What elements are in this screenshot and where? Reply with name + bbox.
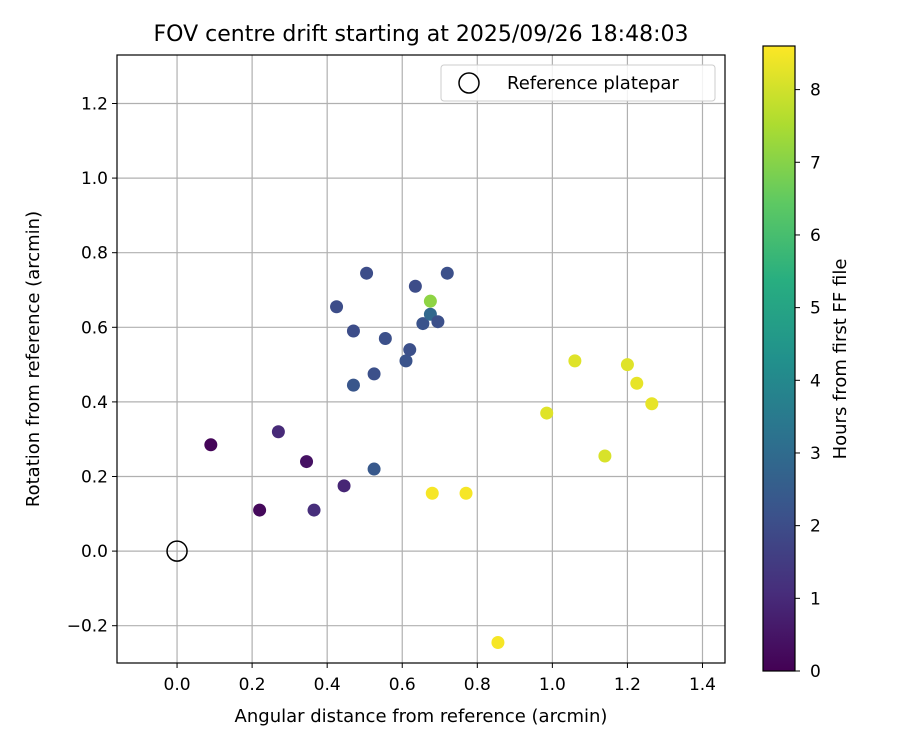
data-point [568, 354, 582, 368]
legend-box [440, 64, 716, 102]
data-point [425, 486, 439, 500]
y-tick-label: 0.2 [81, 467, 108, 487]
y-tick-label: 0.8 [81, 244, 108, 264]
data-point [408, 279, 422, 293]
colorbar [762, 45, 796, 672]
reference-platepar-marker [166, 540, 188, 562]
x-tick-label: 0.6 [389, 675, 416, 695]
data-point [645, 397, 659, 411]
plot-frame [116, 54, 726, 664]
y-tick-label: 1.0 [81, 169, 108, 189]
data-point [330, 300, 344, 314]
colorbar-tick-label: 2 [810, 517, 821, 537]
legend-reference-marker-icon [458, 72, 480, 94]
x-tick-label: 0.8 [464, 675, 491, 695]
data-point [346, 378, 360, 392]
y-tick-label: 0.0 [81, 542, 108, 562]
y-axis-ticks: −0.2 0.0 0.2 0.4 0.6 0.8 1.0 1.2 [67, 94, 117, 637]
data-point [253, 503, 267, 517]
colorbar-ticks: 0 1 2 3 4 5 6 7 8 [795, 81, 821, 682]
data-point [431, 315, 445, 329]
data-point [271, 425, 285, 439]
data-point [416, 317, 430, 331]
x-tick-label: 0.2 [239, 675, 266, 695]
grid [117, 55, 725, 663]
colorbar-tick-label: 4 [810, 371, 821, 391]
data-point [540, 406, 554, 420]
data-point [367, 367, 381, 381]
y-tick-label: 1.2 [81, 94, 108, 114]
data-point [440, 266, 454, 280]
colorbar-tick-label: 3 [810, 444, 821, 464]
chart-title: FOV centre drift starting at 2025/09/26 … [154, 22, 689, 47]
colorbar-tick-label: 7 [810, 153, 821, 173]
colorbar-label: Hours from first FF file [830, 259, 851, 460]
data-point [630, 376, 644, 390]
colorbar-tick-label: 1 [810, 589, 821, 609]
data-point [204, 438, 218, 452]
x-axis-ticks: 0.0 0.2 0.4 0.6 0.8 1.0 1.2 1.4 [164, 663, 716, 695]
data-point [403, 343, 417, 357]
colorbar-tick-label: 0 [810, 662, 821, 682]
data-point [300, 455, 314, 469]
legend-label: Reference platepar [507, 73, 679, 94]
legend: Reference platepar [440, 64, 716, 102]
y-tick-label: 0.6 [81, 318, 108, 338]
data-point [367, 462, 381, 476]
y-tick-label: 0.4 [81, 393, 108, 413]
x-tick-label: 0.0 [164, 675, 191, 695]
data-point [360, 266, 374, 280]
data-point [598, 449, 612, 463]
y-axis-label: Rotation from reference (arcmin) [23, 211, 44, 507]
x-tick-label: 0.4 [314, 675, 341, 695]
data-point [307, 503, 321, 517]
x-tick-label: 1.4 [689, 675, 716, 695]
x-axis-label: Angular distance from reference (arcmin) [235, 706, 608, 727]
reference-layer [166, 540, 188, 562]
data-point [459, 486, 473, 500]
x-tick-label: 1.0 [539, 675, 566, 695]
colorbar-tick-label: 6 [810, 226, 821, 246]
data-point [620, 358, 634, 372]
colorbar-tick-label: 8 [810, 81, 821, 101]
data-point [491, 635, 505, 649]
y-tick-label: −0.2 [67, 617, 108, 637]
data-point [346, 324, 360, 338]
data-point [378, 331, 392, 345]
colorbar-tick-label: 5 [810, 299, 821, 319]
scatter-points [204, 266, 659, 649]
data-point [399, 354, 413, 368]
data-point [337, 479, 351, 493]
x-tick-label: 1.2 [614, 675, 641, 695]
data-point [423, 294, 437, 308]
